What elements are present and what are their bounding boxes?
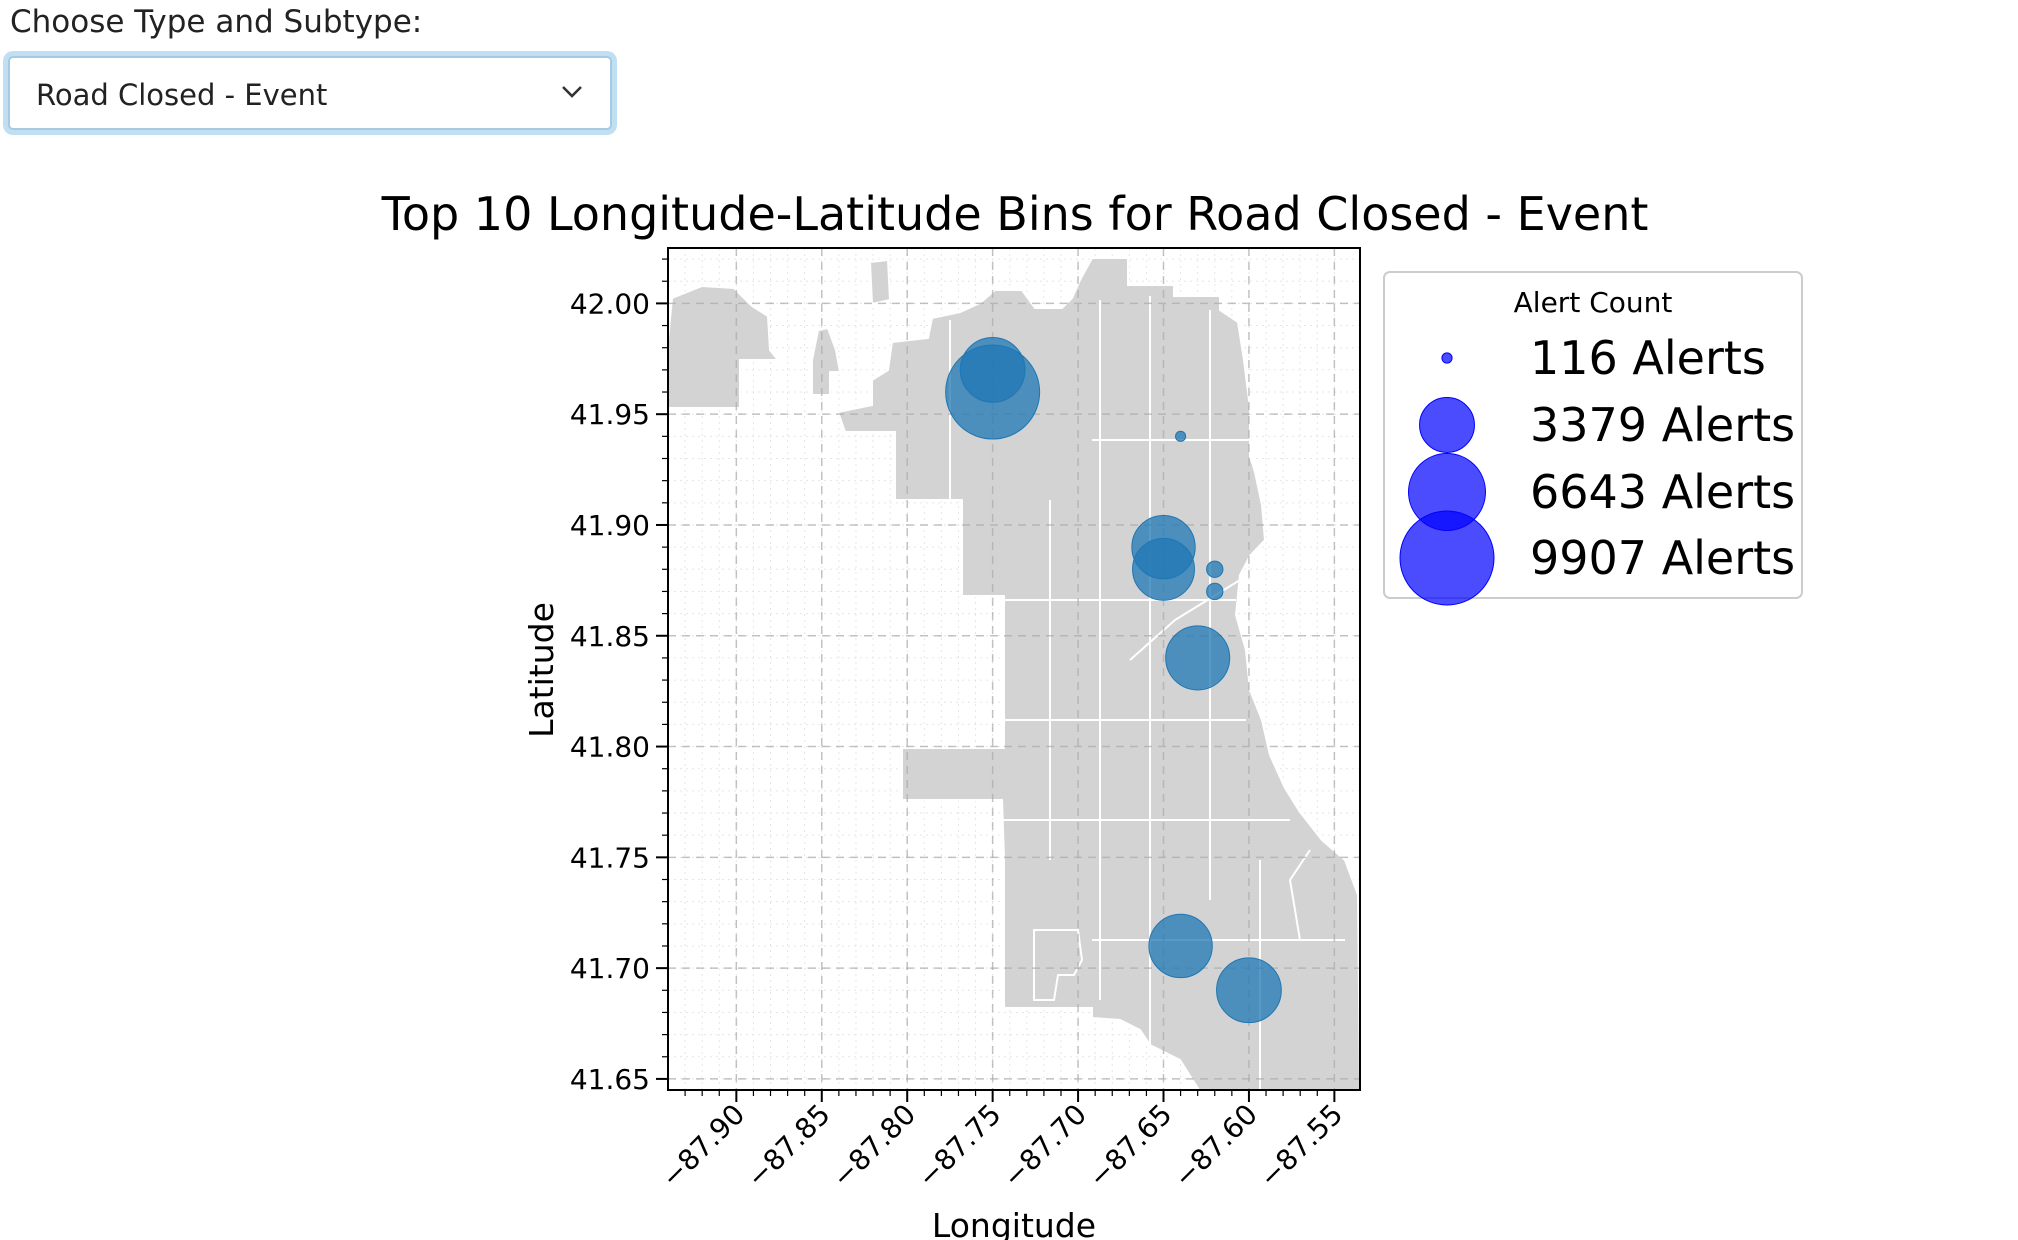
y-tick-label: 41.80 bbox=[570, 731, 650, 764]
basemap-northwest-region bbox=[667, 284, 781, 409]
legend-label: 9907 Alerts bbox=[1530, 531, 1795, 585]
type-subtype-dropdown[interactable]: Road Closed - Event bbox=[8, 56, 612, 130]
legend: Alert Count 116 Alerts 3379 Alerts 6643 Al… bbox=[1383, 271, 1803, 606]
y-tick-label: 41.65 bbox=[570, 1063, 650, 1096]
select-label: Choose Type and Subtype: bbox=[10, 4, 423, 40]
chart-title: Top 10 Longitude-Latitude Bins for Road … bbox=[381, 187, 1649, 241]
boundary-line bbox=[1288, 849, 1311, 941]
y-tick-label: 41.90 bbox=[570, 509, 650, 542]
basemap-west-strip bbox=[811, 326, 842, 396]
x-axis-ticks: −87.90−87.85−87.80−87.75−87.70−87.65−87.… bbox=[655, 1090, 1350, 1195]
x-tick-label: −87.75 bbox=[911, 1098, 1008, 1195]
x-tick-label: −87.70 bbox=[996, 1098, 1093, 1195]
legend-label: 116 Alerts bbox=[1530, 331, 1766, 385]
dropdown-selected-value: Road Closed - Event bbox=[36, 78, 328, 112]
data-point bbox=[1216, 957, 1282, 1024]
plot-area: −87.90−87.85−87.80−87.75−87.70−87.65−87.… bbox=[570, 247, 1362, 1195]
chevron-down-icon bbox=[562, 86, 582, 98]
legend-frame bbox=[1383, 271, 1803, 599]
data-point bbox=[959, 336, 1026, 403]
x-tick-label: −87.55 bbox=[1253, 1098, 1350, 1195]
x-tick-label: −87.80 bbox=[826, 1098, 923, 1195]
legend-entries: 116 Alerts 3379 Alerts 6643 Alerts 9907 Ale… bbox=[1399, 331, 1795, 606]
legend-label: 3379 Alerts bbox=[1530, 398, 1795, 452]
x-tick-label: −87.90 bbox=[655, 1098, 752, 1195]
x-tick-label: −87.60 bbox=[1167, 1098, 1264, 1195]
y-tick-label: 41.70 bbox=[570, 952, 650, 985]
data-points bbox=[945, 336, 1282, 1024]
x-axis-label: Longitude bbox=[932, 1206, 1096, 1240]
legend-marker bbox=[1399, 510, 1495, 606]
legend-marker bbox=[1419, 397, 1475, 453]
y-axis-label: Latitude bbox=[522, 602, 561, 738]
x-tick-label: −87.85 bbox=[740, 1098, 837, 1195]
legend-label: 6643 Alerts bbox=[1530, 465, 1795, 519]
y-tick-label: 41.95 bbox=[570, 398, 650, 431]
basemap-far-northwest bbox=[868, 258, 892, 306]
data-point bbox=[1206, 582, 1224, 601]
data-point bbox=[1148, 913, 1213, 979]
data-point bbox=[1165, 625, 1231, 691]
x-tick-label: −87.65 bbox=[1082, 1098, 1179, 1195]
y-tick-label: 41.75 bbox=[570, 841, 650, 874]
plot-frame bbox=[667, 247, 1361, 1091]
legend-title: Alert Count bbox=[1514, 286, 1673, 319]
y-tick-label: 41.85 bbox=[570, 620, 650, 653]
data-point bbox=[1132, 537, 1195, 601]
data-point bbox=[1175, 430, 1187, 442]
legend-marker bbox=[1441, 352, 1453, 364]
y-tick-label: 42.00 bbox=[570, 287, 650, 320]
data-point bbox=[1206, 560, 1224, 578]
y-axis-ticks: 41.65 41.70 41.75 41.80 41.85 41.90 41.95 42.00 bbox=[570, 258, 668, 1096]
